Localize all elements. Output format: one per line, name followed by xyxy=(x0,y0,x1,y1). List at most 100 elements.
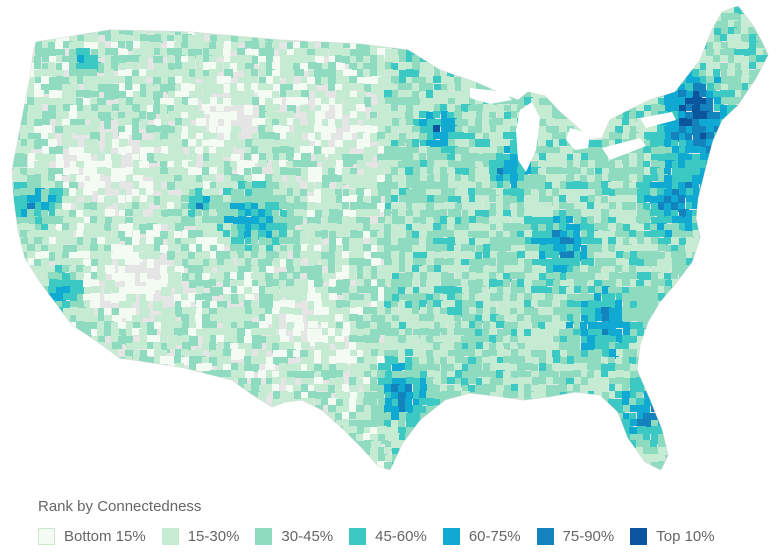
county-cell xyxy=(706,105,713,115)
county-cell xyxy=(48,266,55,276)
county-cell xyxy=(727,132,735,140)
county-cell xyxy=(315,98,324,106)
county-cell xyxy=(98,76,105,86)
county-cell xyxy=(224,272,234,280)
county-cell xyxy=(455,161,463,168)
county-cell xyxy=(27,63,37,72)
county-cell xyxy=(280,70,287,78)
county-cell xyxy=(230,328,237,338)
county-cell xyxy=(602,63,611,72)
county-cell xyxy=(35,230,42,237)
county-cell xyxy=(489,301,496,308)
county-cell xyxy=(335,259,344,266)
county-cell xyxy=(398,90,405,100)
county-cell xyxy=(685,160,693,168)
county-cell xyxy=(574,301,584,308)
county-cell xyxy=(315,287,322,296)
county-cell xyxy=(56,224,63,234)
county-cell xyxy=(433,244,441,254)
county-cell xyxy=(413,112,421,120)
county-cell xyxy=(504,84,514,91)
county-cell xyxy=(433,7,443,15)
county-cell xyxy=(111,223,118,231)
county-cell xyxy=(56,6,65,15)
county-cell xyxy=(125,125,132,135)
county-cell xyxy=(356,83,364,90)
county-cell xyxy=(41,154,50,163)
county-cell xyxy=(377,272,385,280)
county-cell xyxy=(308,20,317,30)
county-cell xyxy=(713,189,722,199)
county-cell xyxy=(0,168,8,176)
county-cell xyxy=(335,140,345,150)
county-cell xyxy=(503,63,513,70)
county-cell xyxy=(189,280,196,288)
county-cell xyxy=(0,209,7,218)
county-cell xyxy=(441,195,450,202)
county-cell xyxy=(517,69,527,79)
county-cell xyxy=(251,230,259,238)
county-cell xyxy=(699,42,707,50)
county-cell xyxy=(98,112,106,121)
county-cell xyxy=(440,69,447,77)
county-cell xyxy=(378,287,385,297)
county-cell xyxy=(90,216,97,223)
county-cell xyxy=(706,286,716,295)
county-cell xyxy=(224,266,233,273)
county-cell xyxy=(385,21,392,31)
county-cell xyxy=(391,301,398,309)
county-cell xyxy=(230,272,238,279)
county-cell xyxy=(231,6,240,10)
county-cell xyxy=(559,6,568,9)
county-cell xyxy=(83,105,90,113)
county-cell xyxy=(237,160,247,170)
county-cell xyxy=(203,84,211,91)
county-cell xyxy=(511,111,519,118)
county-cell xyxy=(70,315,78,322)
county-cell xyxy=(378,111,388,119)
county-cell xyxy=(322,126,331,136)
county-cell xyxy=(629,182,639,191)
county-cell xyxy=(259,314,268,321)
county-cell xyxy=(41,258,49,266)
county-cell xyxy=(308,62,317,69)
county-cell xyxy=(469,167,477,177)
county-cell xyxy=(160,217,170,224)
county-cell xyxy=(762,13,768,22)
county-cell xyxy=(657,252,665,261)
county-cell xyxy=(181,133,191,142)
county-cell xyxy=(742,97,751,106)
county-cell xyxy=(272,112,280,122)
county-cell xyxy=(615,21,624,30)
county-cell xyxy=(258,118,267,128)
county-cell xyxy=(42,55,49,62)
county-cell xyxy=(539,195,546,205)
county-cell xyxy=(657,27,666,36)
county-cell xyxy=(55,335,62,343)
county-cell xyxy=(763,230,768,238)
county-cell xyxy=(12,287,16,296)
county-cell xyxy=(756,140,766,147)
county-cell xyxy=(609,272,618,282)
county-cell xyxy=(538,300,548,307)
county-cell xyxy=(175,301,185,309)
county-cell xyxy=(489,230,498,240)
county-cell xyxy=(287,322,295,330)
county-cell xyxy=(300,189,307,199)
county-cell xyxy=(706,167,714,174)
county-cell xyxy=(503,216,510,224)
county-cell xyxy=(644,223,653,230)
county-cell xyxy=(287,300,295,308)
county-cell xyxy=(419,195,429,205)
county-cell xyxy=(83,98,90,108)
county-cell xyxy=(602,83,610,93)
county-cell xyxy=(371,245,378,255)
county-cell xyxy=(574,76,584,85)
county-cell xyxy=(174,231,181,239)
county-cell xyxy=(189,238,199,246)
county-cell xyxy=(462,28,471,37)
county-cell xyxy=(259,321,268,330)
county-cell xyxy=(251,203,258,213)
county-cell xyxy=(266,266,274,274)
county-cell xyxy=(741,188,748,198)
